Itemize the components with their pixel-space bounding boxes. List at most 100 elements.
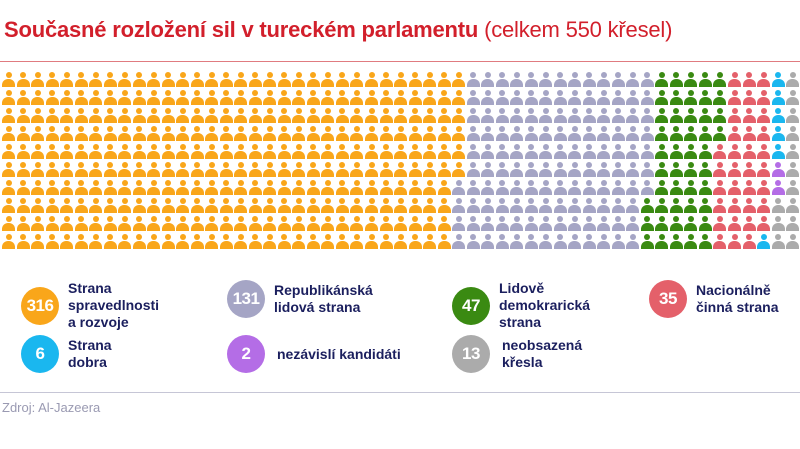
seat-person-icon [147, 198, 161, 214]
seat-person-icon [16, 126, 30, 142]
seat-person-icon [350, 180, 364, 196]
seat-person-icon [742, 198, 756, 214]
seat-person-icon [626, 72, 640, 88]
seat-person-icon [335, 234, 349, 250]
seat-person-icon [147, 180, 161, 196]
legend-label: Lidově demokrarická strana [499, 280, 591, 330]
seat-person-icon [524, 144, 538, 160]
seat-person-icon [31, 162, 45, 178]
seat-person-icon [205, 126, 219, 142]
seat-person-icon [757, 198, 771, 214]
seat-person-icon [350, 72, 364, 88]
seat-person-icon [452, 108, 466, 124]
seat-person-icon [31, 72, 45, 88]
seat-person-icon [713, 90, 727, 106]
seat-person-icon [510, 216, 524, 232]
source-note: Zdroj: Al-Jazeera [2, 400, 101, 415]
seat-person-icon [771, 126, 785, 142]
seat-person-icon [31, 234, 45, 250]
seat-person-icon [161, 90, 175, 106]
seat-person-icon [74, 162, 88, 178]
seat-person-icon [495, 144, 509, 160]
seat-person-icon [655, 162, 669, 178]
seat-person-icon [742, 216, 756, 232]
seat-person-icon [786, 162, 800, 178]
seat-person-icon [452, 180, 466, 196]
seat-person-icon [742, 180, 756, 196]
seat-person-icon [2, 144, 15, 160]
seat-person-icon [597, 108, 611, 124]
seat-person-icon [568, 180, 582, 196]
seat-person-icon [786, 234, 800, 250]
seat-person-icon [452, 162, 466, 178]
seat-person-icon [292, 162, 306, 178]
seat-person-icon [306, 144, 320, 160]
seat-person-icon [306, 162, 320, 178]
legend-badge: 2 [227, 335, 265, 373]
seat-person-icon [437, 108, 451, 124]
seat-person-icon [481, 144, 495, 160]
seat-person-icon [597, 198, 611, 214]
seat-person-icon [611, 234, 625, 250]
seat-person-icon [510, 126, 524, 142]
seat-person-icon [597, 72, 611, 88]
seat-person-icon [118, 162, 132, 178]
seat-person-icon [335, 72, 349, 88]
seat-person-icon [713, 198, 727, 214]
seat-person-icon [495, 234, 509, 250]
seat-person-icon [292, 126, 306, 142]
seat-person-icon [728, 126, 741, 142]
seat-person-icon [713, 108, 727, 124]
seat-person-icon [669, 216, 683, 232]
seat-person-icon [568, 216, 582, 232]
seat-person-icon [365, 180, 378, 196]
seat-person-icon [582, 126, 596, 142]
seat-person-icon [132, 180, 146, 196]
seat-person-icon [219, 162, 233, 178]
seat-person-icon [132, 72, 146, 88]
seat-person-icon [74, 72, 88, 88]
seat-person-icon [698, 144, 712, 160]
seat-person-icon [466, 216, 480, 232]
seat-person-icon [611, 72, 625, 88]
seat-person-icon [495, 108, 509, 124]
seat-person-icon [394, 72, 408, 88]
seat-person-icon [60, 90, 74, 106]
seat-person-icon [481, 216, 495, 232]
seat-person-icon [89, 126, 103, 142]
seat-person-icon [626, 90, 640, 106]
seat-person-icon [713, 126, 727, 142]
seat-person-icon [437, 180, 451, 196]
seat-person-icon [31, 144, 45, 160]
seat-person-icon [292, 108, 306, 124]
seat-person-icon [350, 162, 364, 178]
legend: 316 Strana spravedlnosti a rozvoje 131 R… [0, 268, 800, 383]
seat-person-icon [539, 162, 553, 178]
seat-person-icon [757, 126, 771, 142]
seat-person-icon [510, 72, 524, 88]
seat-person-icon [524, 90, 538, 106]
seat-person-icon [379, 234, 393, 250]
seat-person-icon [161, 198, 175, 214]
seat-person-icon [219, 180, 233, 196]
seat-person-icon [161, 234, 175, 250]
seat-person-icon [190, 144, 204, 160]
seat-person-icon [103, 198, 117, 214]
legend-item-vacant: 13 neobsazená křesla [452, 335, 582, 373]
seat-person-icon [408, 90, 422, 106]
seat-person-icon [103, 180, 117, 196]
seat-person-icon [379, 216, 393, 232]
seat-person-icon [611, 216, 625, 232]
seat-person-icon [495, 180, 509, 196]
seat-person-icon [2, 126, 15, 142]
seat-person-icon [626, 216, 640, 232]
seat-person-icon [611, 90, 625, 106]
seat-person-icon [582, 162, 596, 178]
seat-person-icon [234, 216, 248, 232]
seat-person-icon [466, 144, 480, 160]
seat-person-icon [684, 162, 698, 178]
seat-person-icon [466, 108, 480, 124]
seat-person-icon [379, 180, 393, 196]
seat-person-icon [423, 180, 437, 196]
seat-person-icon [45, 144, 59, 160]
